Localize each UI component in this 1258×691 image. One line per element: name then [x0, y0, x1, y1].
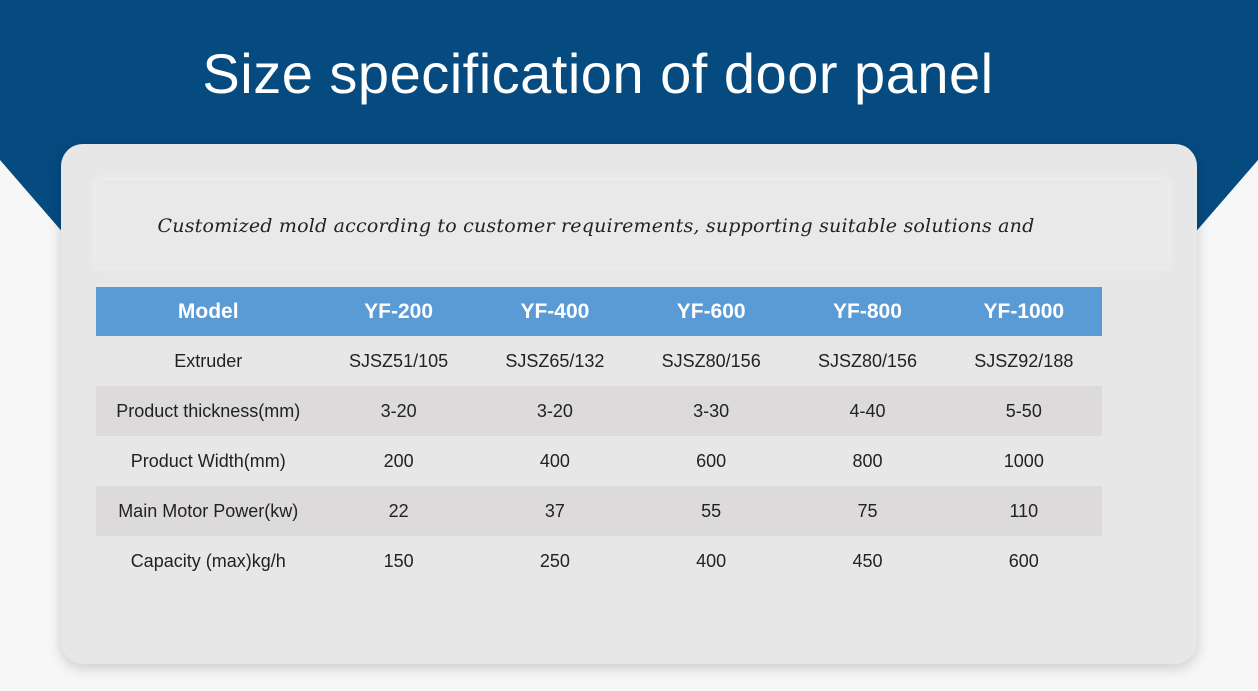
table-cell: 600	[945, 536, 1102, 586]
table-cell: 3-20	[320, 386, 477, 436]
row-label: Product thickness(mm)	[96, 386, 321, 436]
table-cell: SJSZ80/156	[633, 336, 790, 386]
table-cell: 1000	[945, 436, 1102, 486]
table-cell: 400	[476, 436, 634, 486]
table-cell: 37	[476, 486, 634, 536]
table-cell: 110	[945, 486, 1102, 536]
row-label: Capacity (max)kg/h	[96, 536, 321, 586]
column-header: YF-600	[633, 287, 790, 336]
table-cell: 3-20	[476, 386, 634, 436]
row-label: Extruder	[96, 336, 321, 386]
table-header-row: Model YF-200 YF-400 YF-600 YF-800 YF-100…	[96, 287, 1102, 336]
table-cell: SJSZ80/156	[789, 336, 946, 386]
row-label: Main Motor Power(kw)	[96, 486, 321, 536]
table-row: Product thickness(mm) 3-20 3-20 3-30 4-4…	[96, 386, 1102, 436]
table-cell: 400	[633, 536, 790, 586]
table-cell: 55	[633, 486, 790, 536]
table-row: Extruder SJSZ51/105 SJSZ65/132 SJSZ80/15…	[96, 336, 1102, 386]
column-header: YF-200	[320, 287, 477, 336]
table-cell: 75	[789, 486, 946, 536]
table-cell: SJSZ65/132	[476, 336, 634, 386]
table-row: Main Motor Power(kw) 22 37 55 75 110	[96, 486, 1102, 536]
table-row: Capacity (max)kg/h 150 250 400 450 600	[96, 536, 1102, 586]
table-cell: 22	[320, 486, 477, 536]
table-cell: 150	[320, 536, 477, 586]
page-title: Size specification of door panel	[202, 42, 994, 105]
spec-table: Model YF-200 YF-400 YF-600 YF-800 YF-100…	[96, 287, 1102, 586]
table-cell: 3-30	[633, 386, 790, 436]
table-cell: 800	[789, 436, 946, 486]
table-cell: 5-50	[945, 386, 1102, 436]
column-header: YF-800	[789, 287, 946, 336]
row-label: Product Width(mm)	[96, 436, 321, 486]
subtitle-text: Customized mold according to customer re…	[157, 215, 1035, 329]
column-header: YF-1000	[945, 287, 1102, 336]
table-cell: 450	[789, 536, 946, 586]
table-cell: SJSZ51/105	[320, 336, 477, 386]
table-cell: 200	[320, 436, 477, 486]
table-cell: SJSZ92/188	[945, 336, 1102, 386]
column-header: Model	[96, 287, 321, 336]
subtitle-box: Customized mold according to customer re…	[96, 180, 1168, 329]
table-cell: 600	[633, 436, 790, 486]
table-cell: 250	[476, 536, 634, 586]
column-header: YF-400	[476, 287, 634, 336]
table-cell: 4-40	[789, 386, 946, 436]
table-row: Product Width(mm) 200 400 600 800 1000	[96, 436, 1102, 486]
